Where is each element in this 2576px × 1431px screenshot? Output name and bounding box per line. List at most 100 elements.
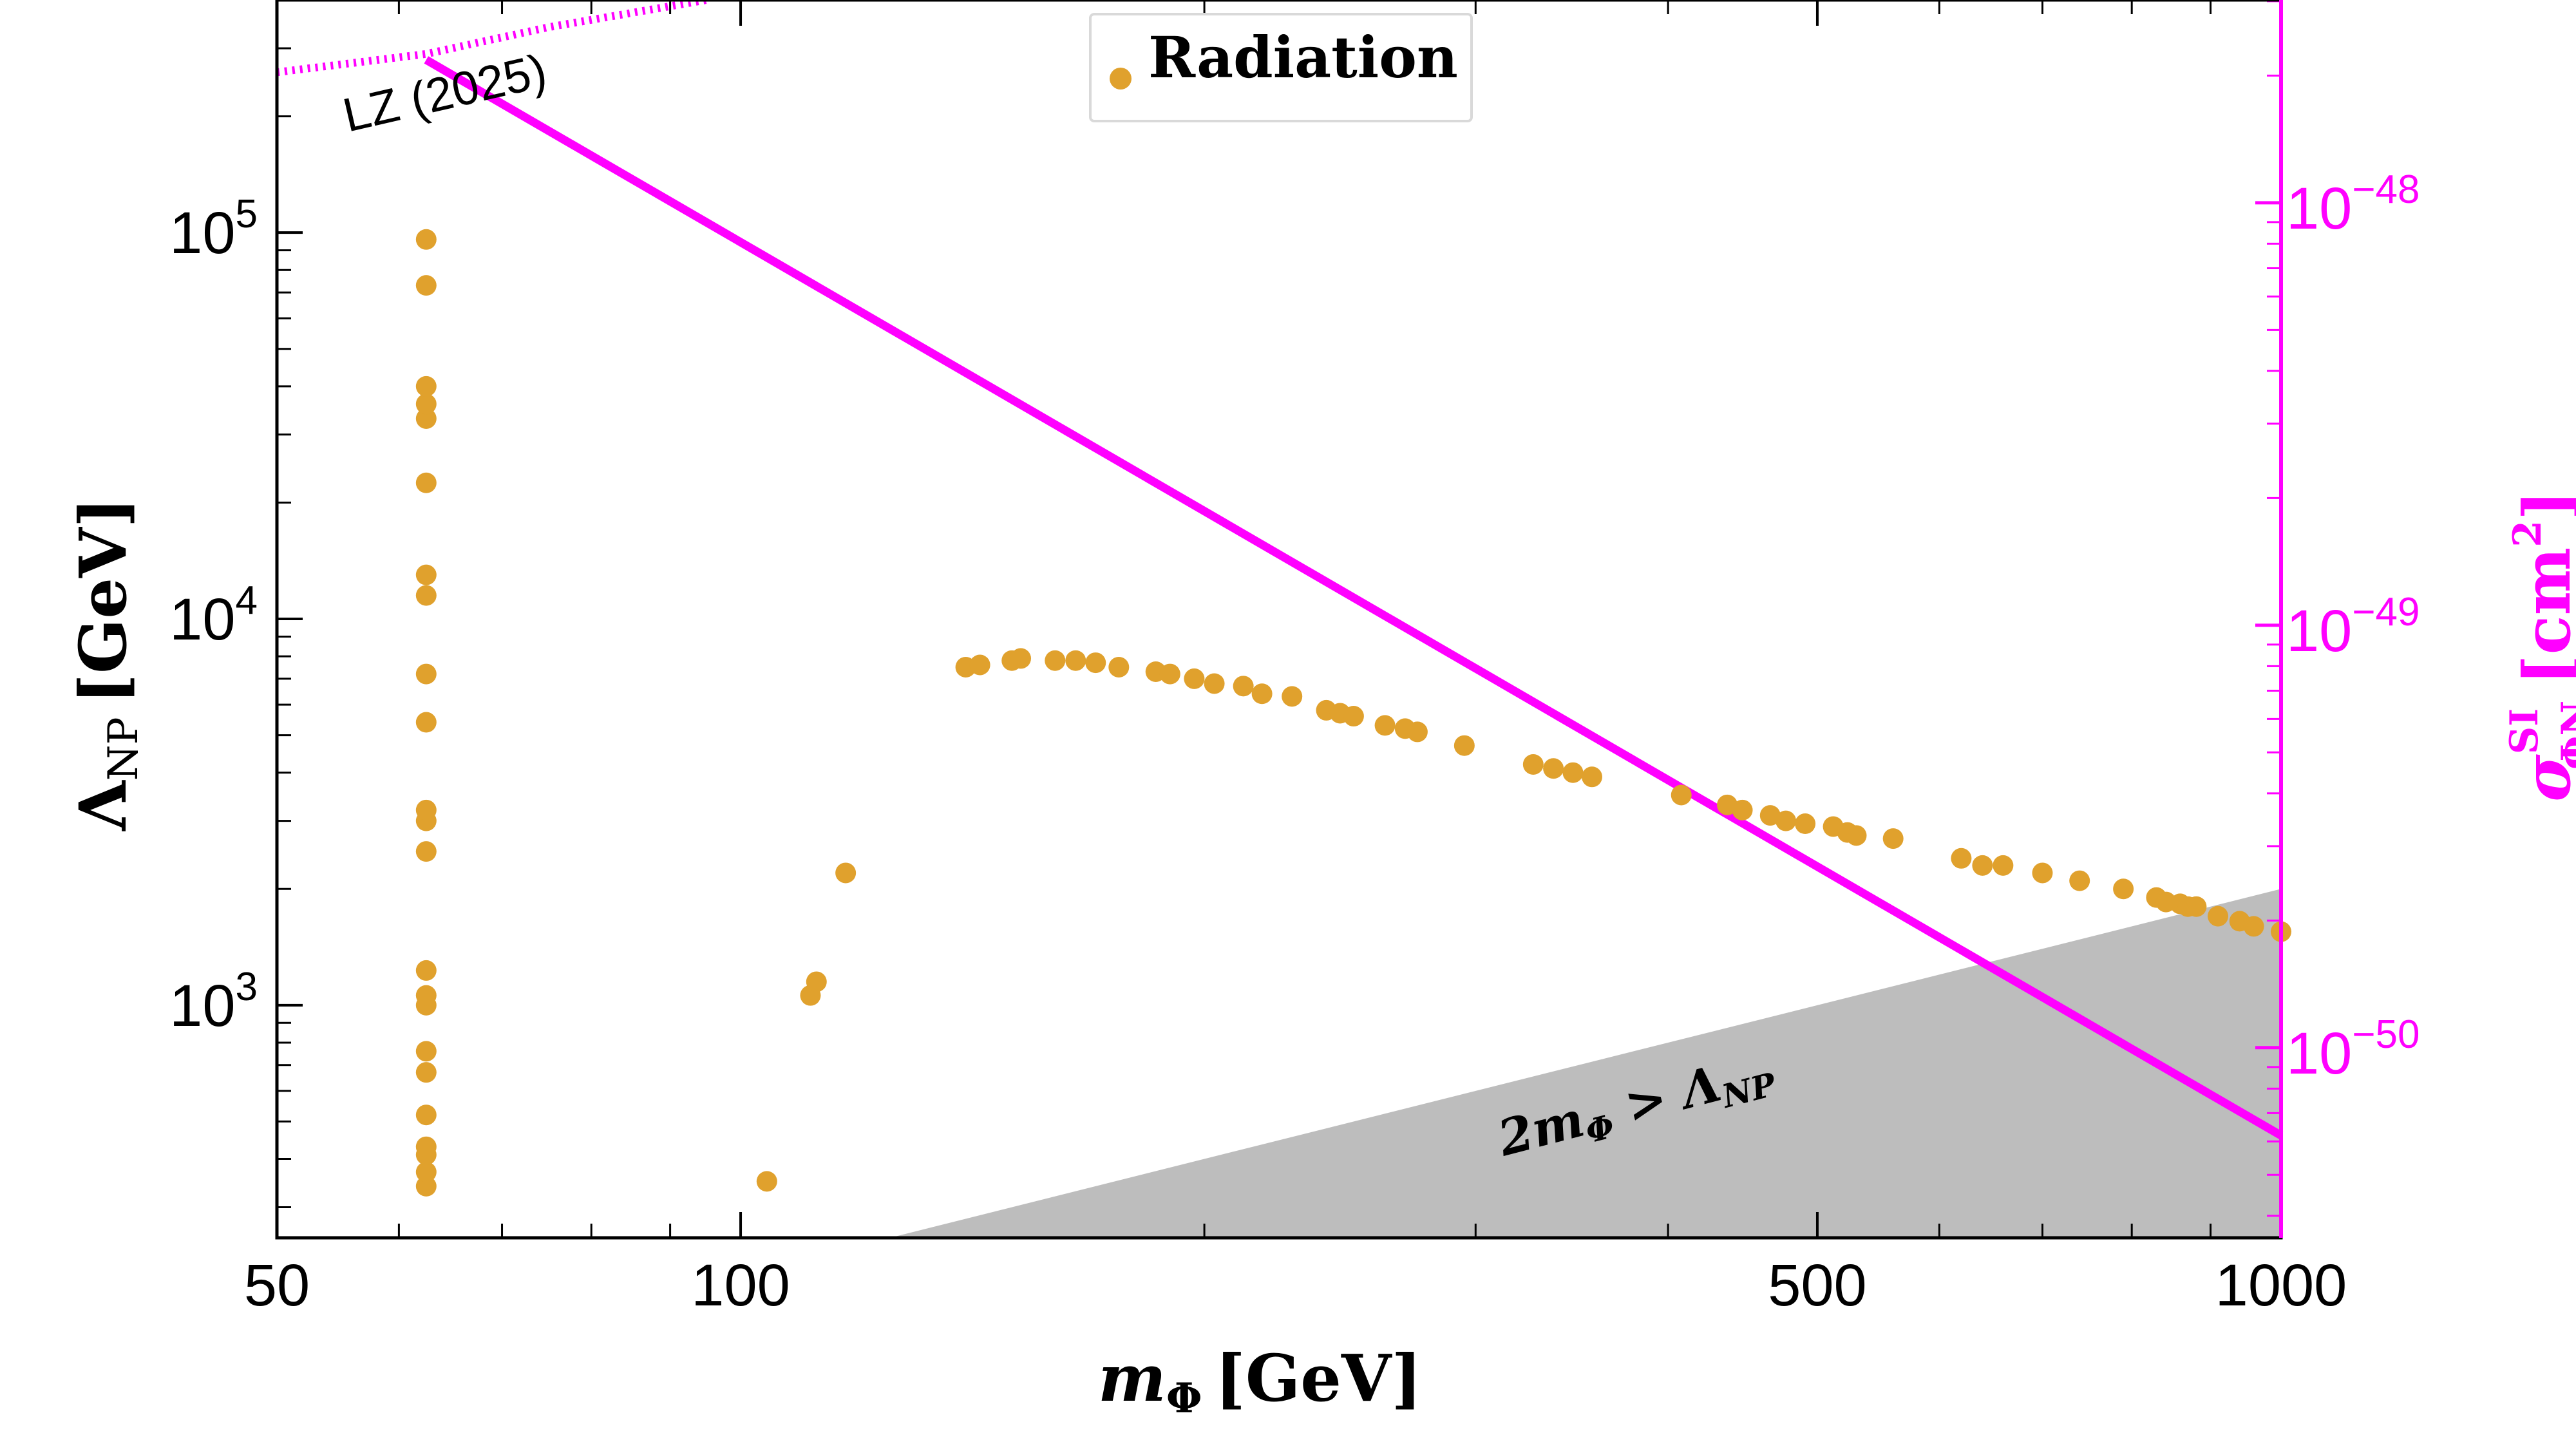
y2-tick-label: 10−48 [2286, 167, 2420, 242]
legend: Radiation [1089, 13, 1473, 122]
y-axis-title-sub: NP [100, 717, 147, 781]
x-tick-label: 1000 [2215, 1253, 2347, 1318]
y-tick-label: 104 [169, 578, 258, 652]
radiation-point [415, 1175, 437, 1197]
y-tick-label: 103 [169, 965, 258, 1039]
radiation-point [415, 712, 437, 733]
lz-dotted-line [276, 0, 707, 77]
radiation-point [1406, 721, 1428, 743]
radiation-point [1251, 683, 1273, 705]
legend-box [1089, 13, 1473, 122]
radiation-point [1454, 735, 1475, 756]
radiation-point [1184, 668, 1205, 689]
x-tick-label: 100 [691, 1253, 790, 1318]
radiation-point [415, 663, 437, 685]
legend-marker-radiation [1110, 68, 1132, 90]
radiation-point [415, 985, 437, 1006]
radiation-point [1972, 855, 1993, 876]
y2-tick-label: 10−49 [2286, 590, 2420, 664]
radiation-point [415, 960, 437, 981]
excluded-region-area [889, 889, 2281, 1238]
radiation-point [806, 971, 827, 992]
radiation-point [2032, 862, 2053, 884]
radiation-point [1374, 715, 1396, 736]
radiation-point [415, 375, 437, 397]
radiation-point [1343, 706, 1364, 727]
x-axis-title-unit: [GeV] [1215, 1340, 1422, 1416]
lz-limit-segment [424, 56, 2284, 1139]
radiation-point [415, 1062, 437, 1083]
x-tick-labels: 50 100 500 1000 [244, 1253, 2347, 1318]
radiation-point [1732, 799, 1753, 820]
radiation-point [415, 1161, 437, 1182]
radiation-point [1671, 784, 1692, 806]
radiation-point [1993, 855, 2014, 876]
y2-axis-title: σSIΦN [cm2] [2502, 490, 2576, 802]
x-tick-label: 500 [1768, 1253, 1867, 1318]
radiation-point [1846, 825, 1867, 846]
x-tick-label: 50 [244, 1253, 310, 1318]
radiation-point [415, 1136, 437, 1157]
x-axis-title: mΦ [GeV] [1098, 1340, 1422, 1423]
radiation-point [1776, 810, 1797, 831]
radiation-point [2186, 896, 2207, 917]
radiation-point [1108, 656, 1130, 678]
radiation-point [1065, 650, 1086, 671]
radiation-point [1045, 650, 1066, 671]
radiation-point [415, 275, 437, 296]
radiation-point [415, 841, 437, 862]
radiation-point [415, 564, 437, 585]
y2-axis-title-unit: [cm [2509, 547, 2576, 685]
y2-axis-title-main: σ [2509, 754, 2576, 802]
radiation-point [2069, 870, 2090, 891]
excluded-region [889, 889, 2281, 1238]
radiation-point [415, 408, 437, 429]
y2-tick-labels: 10−50 10−49 10−48 [2286, 167, 2420, 1086]
radiation-point [969, 654, 990, 676]
radiation-point [415, 585, 437, 606]
radiation-point [415, 799, 437, 820]
radiation-point [1085, 652, 1106, 674]
radiation-point [415, 393, 437, 415]
radiation-point [1522, 753, 1544, 775]
radiation-point [1582, 766, 1603, 788]
radiation-point [415, 1041, 437, 1062]
radiation-point [1759, 805, 1781, 826]
radiation-point [1562, 762, 1584, 783]
y-axis-title-main: Λ [65, 780, 141, 831]
radiation-points [415, 229, 2291, 1197]
x-axis-title-main: m [1098, 1340, 1166, 1416]
y2-axis-title-sup: SI [2502, 708, 2547, 754]
y-tick-labels: 103 104 105 [169, 192, 258, 1039]
minor-ticks [277, 0, 2281, 1238]
y2-axis-title-unit-close: ] [2509, 490, 2576, 520]
radiation-point [1204, 673, 1225, 694]
radiation-point [1159, 663, 1180, 685]
y-tick-label: 105 [169, 192, 258, 266]
y-axis-title: ΛNP [GeV] [65, 497, 147, 831]
x-axis-title-sub: Φ [1166, 1374, 1202, 1423]
radiation-point [2243, 916, 2264, 937]
legend-label-radiation: Radiation [1148, 24, 1458, 91]
radiation-point [756, 1171, 777, 1192]
radiation-point [1795, 813, 1816, 835]
y2-axis-title-unit-sup: 2 [2505, 520, 2550, 547]
radiation-point [2113, 878, 2134, 900]
lz-limit-line [424, 56, 2284, 1139]
radiation-point [1543, 758, 1564, 779]
radiation-point [2208, 905, 2229, 927]
y2-tick-label: 10−50 [2286, 1012, 2420, 1086]
lz-dotted-segment [276, 0, 707, 77]
radiation-point [835, 862, 857, 884]
radiation-point [1951, 848, 1972, 869]
radiation-point [1282, 686, 1303, 707]
radiation-point [1882, 828, 1904, 849]
radiation-point [1010, 648, 1032, 669]
radiation-point [415, 472, 437, 493]
y-axis-title-unit: [GeV] [65, 497, 141, 704]
radiation-point [415, 229, 437, 250]
y2-axis-title-sub: ΦN [2553, 701, 2576, 770]
radiation-point [1233, 676, 1254, 697]
radiation-point [415, 1104, 437, 1126]
